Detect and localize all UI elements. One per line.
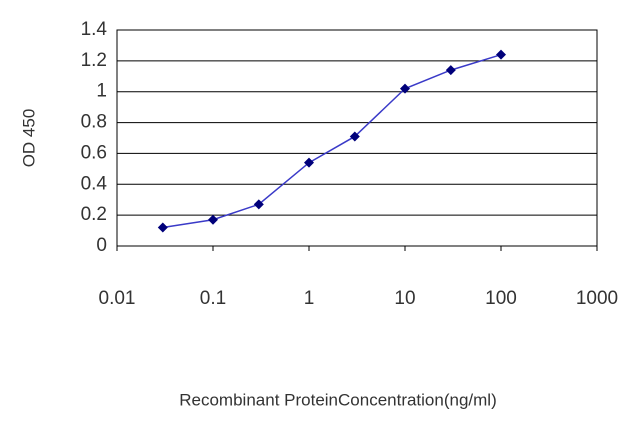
data-point <box>157 222 168 233</box>
x-tick-label: 10 <box>394 288 415 309</box>
data-point <box>349 131 360 142</box>
data-point <box>304 157 314 168</box>
y-tick-label: 0.6 <box>81 142 107 163</box>
series-line <box>162 53 502 229</box>
y-tick-label: 0 <box>96 235 107 256</box>
x-tick-label: 1 <box>304 288 315 309</box>
data-point <box>208 214 218 225</box>
y-tick-label: 0.2 <box>81 204 107 225</box>
y-tick-label: 1.2 <box>81 50 107 71</box>
data-point <box>496 49 506 60</box>
y-tick-label: 1.4 <box>81 19 108 40</box>
data-point <box>400 83 410 94</box>
y-tick-label: 0.8 <box>81 112 107 133</box>
data-point <box>253 199 264 210</box>
data-point <box>445 65 456 76</box>
x-tick-label: 1000 <box>576 288 618 309</box>
y-axis-label: OD 450 <box>19 109 38 168</box>
x-axis-label: Recombinant ProteinConcentration(ng/ml) <box>179 390 497 409</box>
y-tick-label: 0.4 <box>81 173 108 194</box>
x-tick-label: 0.01 <box>99 288 136 309</box>
x-tick-label: 0.1 <box>200 288 226 309</box>
y-tick-label: 1 <box>96 81 107 102</box>
x-tick-label: 100 <box>485 288 517 309</box>
